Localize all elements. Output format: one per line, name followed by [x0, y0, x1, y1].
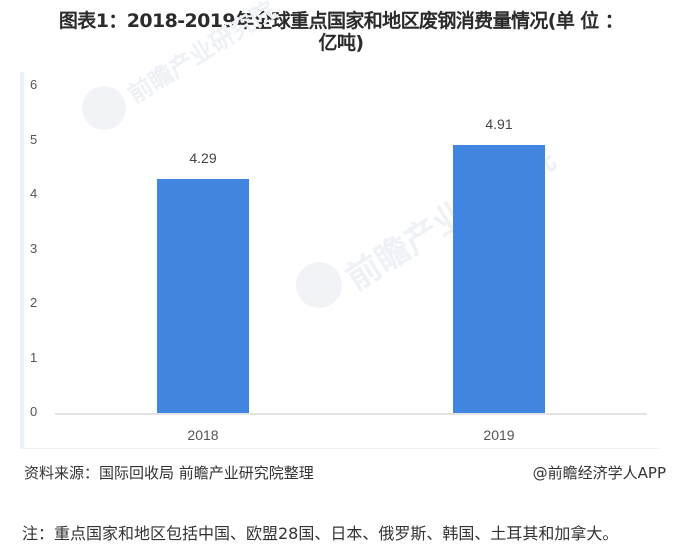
- chart-title: 图表1：2018-2019年全球重点国家和地区废钢消费量情况(单 位 ： 亿吨): [0, 10, 682, 54]
- y-tick-label: 3: [30, 240, 38, 256]
- y-tick-label: 1: [30, 349, 38, 365]
- bar-2018: [157, 179, 249, 413]
- y-tick-label: 4: [30, 186, 38, 201]
- bar-value-label: 4.91: [485, 116, 513, 133]
- x-axis-line: [55, 413, 647, 415]
- chart-frame: [20, 72, 664, 448]
- chart-title-line2: 亿吨): [318, 32, 364, 54]
- y-tick-label: 6: [30, 77, 38, 92]
- qianzhan-logo-icon: [82, 86, 126, 130]
- x-tick-label: 2018: [187, 427, 219, 443]
- chart-frame-bottom-border: [20, 448, 660, 449]
- y-tick-label: 0: [30, 404, 38, 419]
- chart-title-line1: 图表1：2018-2019年全球重点国家和地区废钢消费量情况(单 位 ：: [58, 10, 624, 32]
- credit-text: @前瞻经济学人APP: [532, 464, 666, 482]
- bar-value-label: 4.29: [189, 150, 217, 167]
- source-text: 资料来源：国际回收局 前瞻产业研究院整理: [24, 464, 314, 482]
- bar-2019: [453, 145, 545, 413]
- qianzhan-logo-icon: [296, 262, 342, 308]
- note-text: 注：重点国家和地区包括中国、欧盟28国、日本、俄罗斯、韩国、土耳其和加拿大。: [22, 524, 619, 543]
- y-tick-label: 5: [30, 131, 38, 147]
- y-tick-label: 2: [30, 295, 38, 310]
- x-tick-label: 2019: [483, 427, 515, 443]
